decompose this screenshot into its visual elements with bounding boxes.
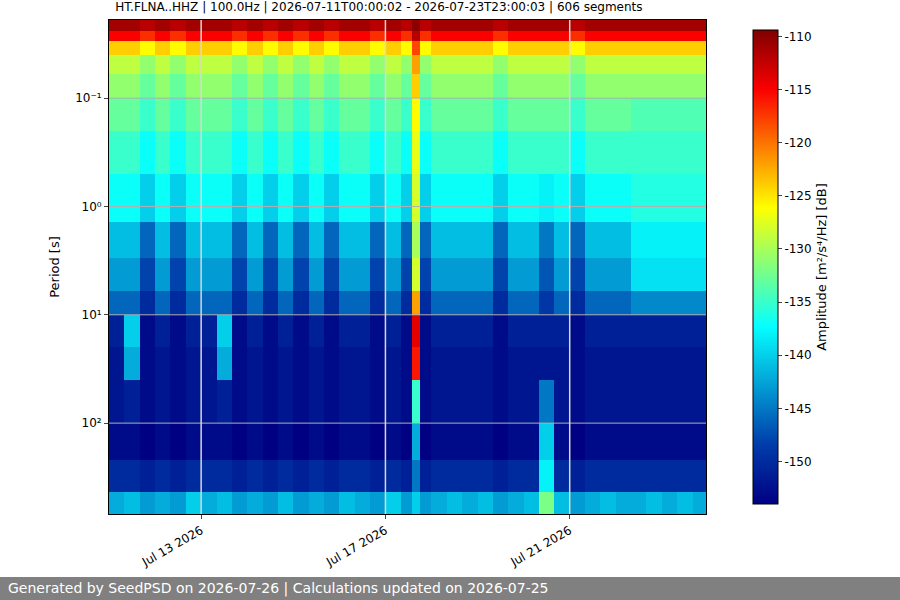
- svg-text:-125: -125: [784, 189, 811, 203]
- svg-text:-140: -140: [784, 348, 811, 362]
- svg-text:Period [s]: Period [s]: [47, 236, 62, 298]
- svg-text:Jul 17 2026: Jul 17 2026: [323, 523, 390, 570]
- svg-text:10⁻¹: 10⁻¹: [75, 91, 102, 105]
- svg-text:-150: -150: [784, 455, 811, 469]
- html-text:Generated by SeedPSD on 2026-0: Generated by SeedPSD on 2026-07-26 | Cal…: [8, 580, 549, 596]
- svg-text:HT.FLNA..HHZ | 100.0Hz | 2026-: HT.FLNA..HHZ | 100.0Hz | 2026-07-11T00:0…: [115, 0, 642, 14]
- svg-text:10²: 10²: [82, 416, 102, 430]
- svg-text:-145: -145: [784, 402, 811, 416]
- svg-text:-130: -130: [784, 242, 811, 256]
- svg-text:Jul 21 2026: Jul 21 2026: [508, 523, 575, 570]
- svg-text:-115: -115: [784, 83, 811, 97]
- svg-text:-120: -120: [784, 136, 811, 150]
- svg-text:10¹: 10¹: [82, 308, 102, 322]
- svg-text:-135: -135: [784, 295, 811, 309]
- svg-text:10⁰: 10⁰: [82, 200, 102, 214]
- svg-text:Jul 13 2026: Jul 13 2026: [139, 523, 206, 570]
- svg-text:-110: -110: [784, 30, 811, 44]
- svg-text:Amplitude [m²/s⁴/Hz] [dB]: Amplitude [m²/s⁴/Hz] [dB]: [814, 183, 829, 351]
